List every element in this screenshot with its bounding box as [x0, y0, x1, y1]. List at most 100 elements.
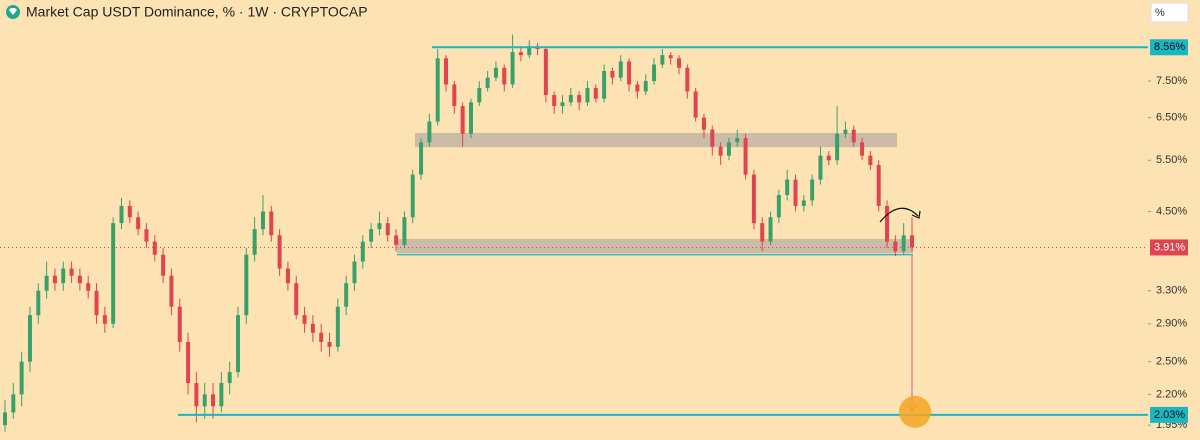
candle-body [826, 155, 831, 161]
candle-body [735, 138, 740, 143]
candle-body [793, 179, 798, 206]
candle-body [751, 174, 756, 224]
y-tick-label: 5.50% [1156, 154, 1187, 166]
candle-body [169, 275, 174, 307]
scale-mode-label[interactable]: % [1155, 7, 1165, 19]
candle-body [760, 223, 765, 242]
chart-title: Market Cap USDT Dominance, % · 1W · CRYP… [26, 4, 368, 20]
candle-body [818, 155, 823, 180]
level-label: 2.03% [1154, 409, 1185, 421]
candle-body [585, 87, 590, 103]
last-price-tag [1150, 239, 1188, 256]
candle-body [269, 211, 274, 236]
candle-body [502, 67, 507, 85]
candle-body [427, 121, 432, 143]
candle-body [726, 142, 731, 156]
candle-body [901, 235, 906, 252]
candle-body [319, 332, 324, 343]
candle-body [177, 306, 182, 343]
candle-body [377, 223, 382, 230]
candle-body [27, 315, 32, 362]
candle-body [394, 235, 399, 245]
candle-body [635, 84, 640, 92]
candle-body [810, 179, 815, 201]
candle-body [302, 315, 307, 324]
y-tick-label: 7.50% [1156, 75, 1187, 87]
candle-body [660, 55, 665, 65]
candle-body [710, 129, 715, 147]
candle-body [61, 268, 66, 284]
candle-body [52, 275, 57, 284]
y-tick-label: 2.20% [1156, 388, 1187, 400]
candle-body [111, 223, 116, 324]
candle-body [518, 52, 523, 56]
candle-body [568, 95, 573, 103]
candle-body [593, 87, 598, 99]
candle-body [277, 235, 282, 269]
level-tag [1150, 406, 1188, 423]
candle-body [552, 95, 557, 107]
source-icon-gem [9, 8, 17, 15]
candle-body [801, 200, 806, 206]
candle-body [876, 164, 881, 206]
candle-body [419, 142, 424, 175]
candle-body [19, 361, 24, 395]
candle-body [718, 146, 723, 156]
candle-body [11, 394, 16, 413]
candle-body [3, 412, 7, 426]
candle-body [851, 129, 856, 143]
candle-body [485, 77, 490, 88]
candle-body [344, 283, 349, 307]
curve-arrowhead [911, 210, 921, 219]
candle-body [410, 174, 415, 218]
candle-body [843, 129, 848, 134]
candle-body [444, 58, 449, 85]
candle-body [477, 87, 482, 103]
candle-body [194, 382, 199, 407]
candle-body [102, 315, 107, 324]
candle-body [327, 342, 332, 347]
candle-body [285, 268, 290, 284]
plot-area [0, 34, 1148, 432]
candle-body [69, 268, 74, 276]
candle-body [369, 229, 374, 242]
candle-body [701, 117, 706, 130]
candle-body [768, 217, 773, 242]
candle-body [152, 241, 157, 255]
candle-body [452, 84, 457, 107]
candle-body [260, 211, 265, 230]
candle-body [77, 275, 82, 284]
candle-body [468, 102, 473, 134]
candle-body [86, 283, 91, 291]
y-tick-label: 6.50% [1156, 112, 1187, 124]
candle-body [610, 71, 615, 78]
candle-body [227, 372, 232, 383]
candle-body [44, 275, 49, 291]
candle-body [785, 179, 790, 196]
scale-mode-button[interactable] [1150, 2, 1189, 23]
candle-body [776, 195, 781, 218]
zone [415, 132, 897, 148]
candle-body [668, 55, 673, 59]
y-tick-label: 2.50% [1156, 356, 1187, 368]
candle-body [460, 106, 465, 134]
candle-body [161, 254, 166, 276]
candle-body [335, 306, 340, 347]
candle-body [385, 223, 390, 236]
target-marker [899, 395, 931, 428]
last-price-label: 3.91% [1154, 241, 1185, 253]
candle-body [885, 205, 890, 242]
candle-body [543, 49, 548, 96]
candle-body [94, 290, 99, 316]
candle-body [643, 81, 648, 92]
y-tick-label: 2.90% [1156, 318, 1187, 330]
candle-body [493, 67, 498, 78]
candle-body [252, 229, 257, 255]
candle-body [235, 315, 240, 373]
candle-body [352, 261, 357, 284]
candle-body [144, 229, 149, 242]
candle-body [435, 58, 440, 122]
candle-body [119, 205, 124, 224]
